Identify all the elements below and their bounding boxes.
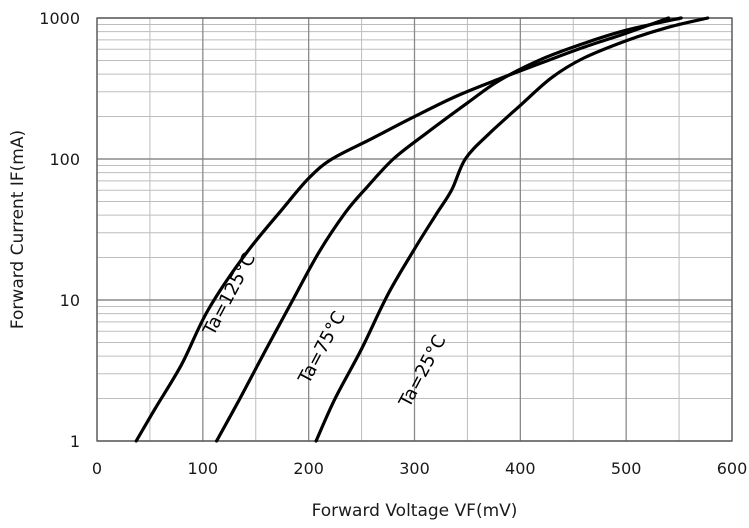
y-tick-label: 10 [60, 291, 80, 310]
series-line-0 [134, 16, 671, 443]
y-tick-labels: 1 10 100 1000 [39, 9, 80, 451]
x-tick-label: 400 [505, 459, 536, 478]
series-line-2 [314, 16, 710, 443]
y-tick-label: 100 [49, 150, 80, 169]
grid-major-lines [96, 17, 733, 442]
series-label-0: Ta=125°C [199, 250, 260, 340]
x-tick-labels: 0 100 200 300 400 500 600 [92, 459, 747, 478]
series-line-1 [215, 16, 683, 443]
series-label-1: Ta=75°C [294, 308, 350, 388]
plot-border [96, 17, 733, 442]
y-axis-title: Forward Current IF(mA) [8, 130, 28, 329]
y-tick-label: 1000 [39, 9, 80, 28]
series-label-2: Ta=25°C [395, 332, 451, 412]
y-tick-label: 1 [70, 432, 80, 451]
x-tick-label: 200 [293, 459, 324, 478]
curve-layer [134, 16, 710, 443]
x-tick-label: 600 [717, 459, 748, 478]
x-tick-label: 500 [611, 459, 642, 478]
x-tick-label: 100 [188, 459, 219, 478]
x-axis-title: Forward Voltage VF(mV) [312, 501, 518, 521]
series-labels: Ta=125°C Ta=75°C Ta=25°C [199, 250, 451, 412]
x-tick-label: 0 [92, 459, 102, 478]
x-tick-label: 300 [399, 459, 430, 478]
